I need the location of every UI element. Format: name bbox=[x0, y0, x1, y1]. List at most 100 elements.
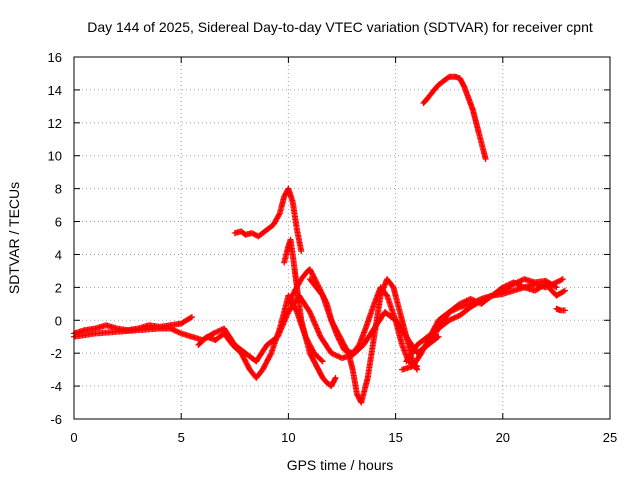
chart-title: Day 144 of 2025, Sidereal Day-to-day VTE… bbox=[87, 19, 593, 35]
data-point bbox=[298, 248, 305, 255]
series-track-8 bbox=[399, 276, 566, 373]
trail-marker bbox=[213, 329, 220, 336]
data-point bbox=[559, 276, 566, 283]
trail-marker bbox=[276, 211, 283, 218]
trail-marker bbox=[468, 296, 475, 303]
y-tick-label: 6 bbox=[55, 215, 62, 230]
trail-marker bbox=[288, 294, 295, 301]
trail-marker bbox=[330, 351, 337, 358]
trail-marker bbox=[217, 327, 224, 334]
trail-marker bbox=[513, 280, 520, 287]
y-tick-label: 10 bbox=[48, 149, 62, 164]
trail-marker bbox=[462, 298, 469, 305]
y-axis-label: SDTVAR / TECUs bbox=[6, 182, 22, 294]
y-tick-label: -2 bbox=[50, 346, 62, 361]
trail-marker bbox=[518, 283, 525, 290]
y-tick-label: 12 bbox=[48, 116, 62, 131]
data-point bbox=[561, 287, 568, 294]
trail-marker bbox=[172, 327, 179, 334]
trail-marker bbox=[473, 298, 479, 305]
data-point bbox=[561, 307, 568, 314]
x-tick-label: 25 bbox=[603, 430, 617, 445]
trail-marker bbox=[434, 334, 441, 341]
data-point bbox=[188, 313, 195, 320]
data-point bbox=[553, 284, 560, 291]
trail-marker bbox=[501, 283, 508, 290]
trail-marker bbox=[517, 282, 524, 289]
data-point bbox=[285, 300, 292, 307]
series-track-12 bbox=[420, 73, 489, 163]
trail-marker bbox=[168, 326, 175, 333]
x-tick-label: 15 bbox=[388, 430, 402, 445]
trail-marker bbox=[286, 299, 293, 306]
data-point bbox=[499, 284, 506, 291]
y-tick-label: -4 bbox=[50, 379, 62, 394]
data-point bbox=[510, 279, 517, 286]
trail-marker bbox=[464, 297, 471, 304]
trail-marker bbox=[515, 281, 522, 288]
y-tick-label: -6 bbox=[50, 412, 62, 427]
trail-marker bbox=[170, 326, 177, 333]
trail-marker bbox=[289, 292, 296, 299]
data-point bbox=[319, 358, 326, 365]
trail-marker bbox=[519, 283, 526, 290]
y-tick-label: 4 bbox=[55, 247, 62, 262]
trail-marker bbox=[552, 283, 559, 290]
data-point bbox=[446, 317, 453, 324]
trail-marker bbox=[460, 298, 467, 305]
trail-marker bbox=[560, 288, 567, 295]
trail-marker bbox=[413, 365, 420, 372]
trail-marker bbox=[511, 280, 518, 287]
y-tick-label: 14 bbox=[48, 83, 62, 98]
data-point bbox=[482, 156, 489, 163]
trail-marker bbox=[332, 352, 339, 359]
trail-marker bbox=[174, 328, 181, 335]
series-track-10 bbox=[414, 279, 568, 357]
series-track-11 bbox=[553, 305, 568, 314]
data-point bbox=[414, 366, 421, 373]
data-point bbox=[328, 350, 335, 357]
trail-marker bbox=[290, 290, 297, 297]
data-layer bbox=[71, 73, 568, 406]
tick-layer: 0 5 10 15 20 25 -6 -4 -2 0 2 4 6 8 10 12 14 16 bbox=[48, 50, 618, 445]
x-tick-label: 5 bbox=[178, 430, 185, 445]
trail-marker bbox=[463, 297, 470, 304]
y-tick-label: 16 bbox=[48, 50, 62, 65]
data-point bbox=[332, 374, 339, 381]
series-track-4 bbox=[231, 185, 305, 255]
trail-marker bbox=[502, 283, 509, 290]
trail-marker bbox=[447, 316, 454, 323]
data-point bbox=[167, 325, 174, 332]
trail-marker bbox=[214, 328, 221, 335]
trail-marker bbox=[451, 314, 458, 321]
trail-marker bbox=[448, 316, 455, 323]
trail-marker bbox=[176, 329, 183, 336]
y-tick-label: 2 bbox=[55, 280, 62, 295]
trail-marker bbox=[344, 348, 351, 355]
trail-marker bbox=[318, 357, 325, 364]
trail-marker bbox=[458, 300, 465, 307]
trail-marker bbox=[450, 315, 457, 322]
x-tick-label: 0 bbox=[70, 430, 77, 445]
x-tick-label: 10 bbox=[281, 430, 295, 445]
trail-marker bbox=[267, 351, 274, 358]
trail-marker bbox=[459, 299, 466, 306]
trail-marker bbox=[287, 296, 294, 303]
x-tick-label: 20 bbox=[496, 430, 510, 445]
trail-marker bbox=[333, 352, 340, 359]
y-tick-label: 0 bbox=[55, 313, 62, 328]
grid-layer bbox=[74, 57, 610, 419]
y-tick-label: 8 bbox=[55, 182, 62, 197]
trail-marker bbox=[175, 329, 182, 336]
data-point bbox=[467, 295, 474, 302]
trail-marker bbox=[215, 327, 222, 334]
trail-marker bbox=[507, 280, 514, 287]
trail-marker bbox=[286, 298, 293, 305]
data-point bbox=[210, 330, 217, 337]
x-axis-label: GPS time / hours bbox=[287, 457, 394, 473]
trail-marker bbox=[518, 277, 525, 284]
trail-marker bbox=[474, 298, 481, 305]
trail-marker bbox=[558, 276, 565, 283]
trail-marker bbox=[187, 314, 194, 321]
trail-marker bbox=[503, 282, 510, 289]
